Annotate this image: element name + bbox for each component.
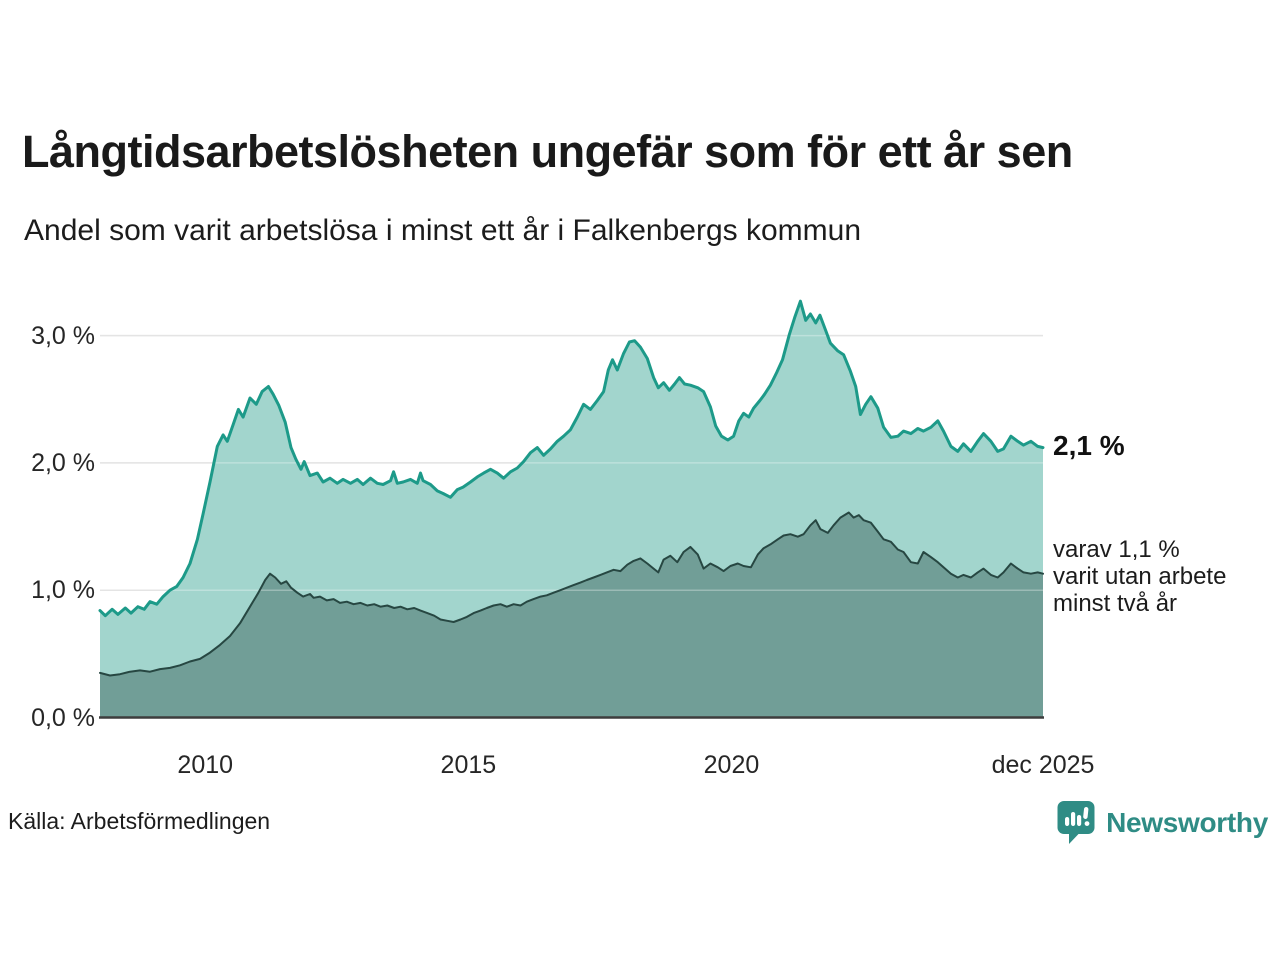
end-value-label-subset: varav 1,1 % varit utan arbete minst två … — [1053, 536, 1227, 617]
series-line-subset — [99, 511, 1044, 677]
y-tick-label: 1,0 % — [31, 576, 95, 605]
x-tick-label: 2020 — [703, 751, 760, 779]
newsworthy-bubble-chart-icon — [1057, 801, 1095, 844]
bar-1 — [1065, 817, 1070, 826]
end-value-label-total: 2,1 % — [1053, 430, 1125, 461]
chart-subtitle: Andel som varit arbetslösa i minst ett å… — [24, 214, 861, 247]
newsworthy-logo: Newsworthy — [1057, 800, 1268, 846]
x-tick-label: dec 2025 — [991, 751, 1095, 779]
x-tick-label: 2015 — [440, 751, 497, 779]
x-tick-label: 2010 — [177, 751, 234, 779]
page-title: Långtidsarbetslösheten ungefär som för e… — [22, 126, 1073, 177]
bar-2 — [1071, 812, 1076, 826]
y-tick-label: 3,0 % — [31, 321, 95, 350]
exclamation-bar — [1083, 807, 1089, 819]
exclamation-dot — [1084, 821, 1090, 826]
brand-name: Newsworthy — [1106, 807, 1268, 838]
bar-3 — [1077, 815, 1082, 826]
gridlines-overlay — [100, 334, 1043, 591]
source-attribution: Källa: Arbetsförmedlingen — [8, 808, 271, 834]
y-tick-label: 0,0 % — [31, 703, 95, 732]
y-tick-label: 2,0 % — [31, 448, 95, 477]
series-line-total — [98, 299, 1045, 618]
area-fill-subset — [100, 512, 1043, 718]
